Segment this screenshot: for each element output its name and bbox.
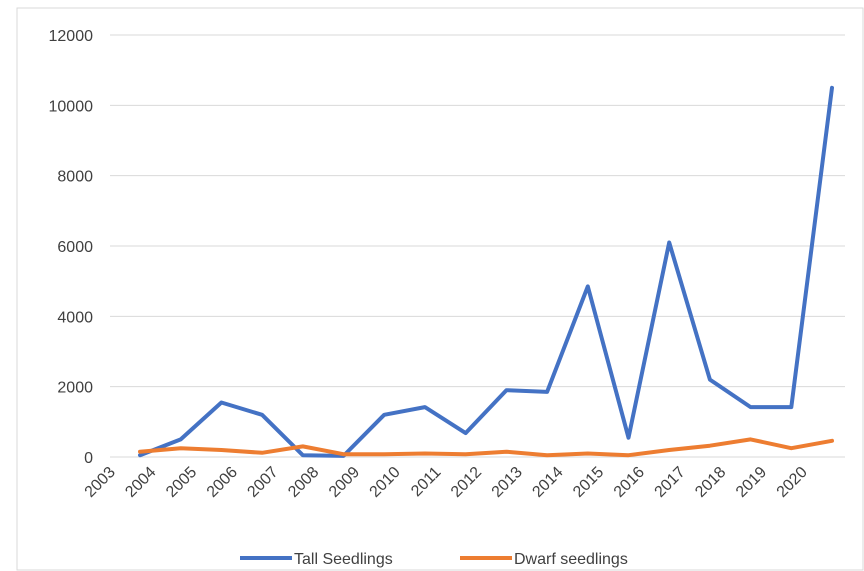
legend: Tall Seedlings Dwarf seedlings: [240, 551, 628, 568]
chart-area-border: [16, 7, 864, 571]
y-axis-tick-labels: 0 2000 4000 6000 8000 10000 12000: [49, 28, 94, 467]
y-tick-label: 4000: [57, 309, 93, 326]
y-tick-label: 6000: [57, 239, 93, 256]
legend-label: Tall Seedlings: [294, 551, 393, 568]
series-line-tall-seedlings: [138, 85, 834, 458]
y-tick-label: 10000: [49, 98, 94, 115]
series-line-dwarf-seedlings: [138, 437, 834, 458]
y-tick-label: 2000: [57, 380, 93, 397]
y-tick-label: 12000: [49, 28, 94, 45]
legend-label: Dwarf seedlings: [514, 551, 628, 568]
y-tick-label: 0: [84, 450, 93, 467]
series-lines: [138, 85, 834, 458]
y-tick-label: 8000: [57, 169, 93, 186]
